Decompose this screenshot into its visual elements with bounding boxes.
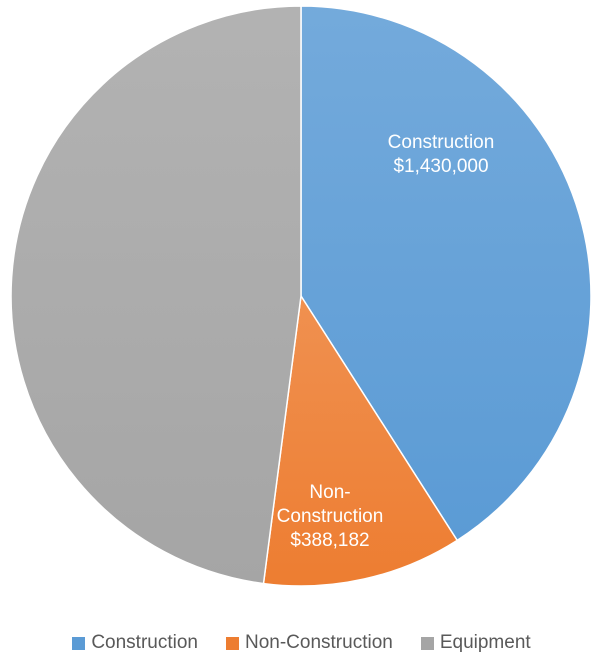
non-construction-slice-label-line-3: $388,182 [290, 530, 370, 551]
legend-item-construction: Construction [72, 632, 198, 654]
legend-label-construction: Construction [91, 632, 198, 653]
non-construction-slice-label-line-2: Construction [276, 506, 384, 527]
legend-swatch-non-construction [225, 636, 239, 650]
legend-swatch-construction [72, 636, 86, 650]
pie-chart-plot [10, 5, 592, 587]
construction-slice-label-line-2: $1,430,000 [393, 156, 489, 177]
legend-label-equipment: Equipment [439, 632, 531, 653]
pie-slice-construction [300, 5, 592, 542]
non-construction-slice-label: Non- Construction $388,182 [240, 481, 420, 553]
legend-item-equipment: Equipment [420, 632, 531, 654]
legend-item-non-construction: Non-Construction [225, 632, 393, 654]
legend-swatch-equipment [420, 636, 434, 650]
non-construction-slice-label-line-1: Non- [309, 482, 351, 503]
legend-label-non-construction: Non-Construction [244, 632, 393, 653]
pie-slice-non-construction [262, 293, 459, 587]
construction-slice-label-line-1: Construction [387, 132, 495, 153]
construction-slice-label: Construction $1,430,000 [351, 131, 531, 179]
pie-slice-equipment [10, 5, 302, 585]
chart-legend: Construction Non-Construction Equipment [0, 630, 603, 656]
